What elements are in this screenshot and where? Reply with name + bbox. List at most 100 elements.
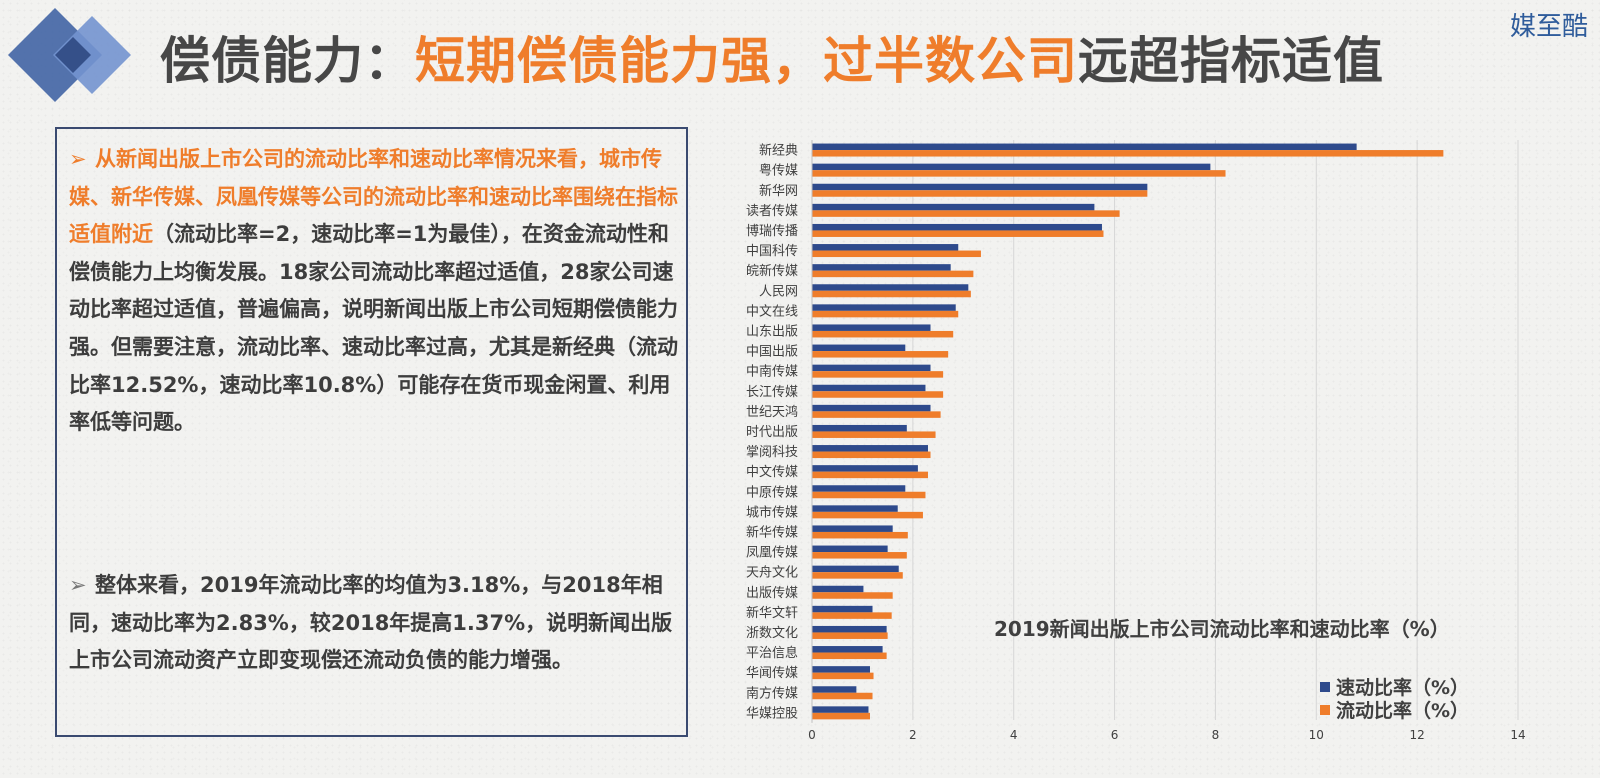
bar-current-ratio	[812, 712, 870, 720]
category-label: 凤凰传媒	[746, 546, 798, 561]
bar-quick-ratio	[812, 203, 1095, 211]
page-title: 偿债能力：短期偿债能力强，过半数公司远超指标适值	[160, 26, 1440, 96]
bar-current-ratio	[812, 612, 892, 619]
bar-current-ratio	[812, 632, 888, 639]
bar-quick-ratio	[812, 424, 907, 432]
bar-current-ratio	[812, 491, 926, 499]
category-label: 长江传媒	[746, 385, 798, 400]
bar-current-ratio	[812, 290, 971, 298]
category-label: 天舟文化	[746, 566, 798, 581]
bar-current-ratio	[812, 451, 931, 459]
bar-quick-ratio	[812, 605, 873, 613]
x-tick-label: 0	[808, 728, 816, 742]
legend-swatch-quick	[1320, 681, 1330, 692]
category-label: 中原传媒	[746, 485, 798, 500]
category-label: 新经典	[759, 143, 798, 159]
category-label: 中文传媒	[746, 465, 798, 480]
bar-quick-ratio	[812, 244, 959, 251]
bullet-2: ➢ 整体来看，2019年流动比率的均值为3.18%，与2018年相同，速动比率为2…	[69, 567, 681, 680]
bar-quick-ratio	[812, 465, 918, 472]
bar-current-ratio	[812, 592, 893, 599]
bar-quick-ratio	[812, 706, 869, 713]
bar-quick-ratio	[812, 686, 857, 693]
category-label: 掌阅科技	[746, 445, 798, 460]
category-label: 皖新传媒	[746, 263, 798, 279]
category-label: 新华网	[759, 183, 798, 199]
category-label: 出版传媒	[746, 586, 798, 601]
category-label: 南方传媒	[746, 685, 798, 701]
bar-current-ratio	[812, 351, 949, 358]
bar-quick-ratio	[812, 585, 864, 593]
category-label: 人民网	[759, 284, 798, 299]
category-label: 粤传媒	[759, 163, 798, 179]
bar-current-ratio	[812, 330, 954, 338]
bar-current-ratio	[812, 250, 981, 258]
legend-item-quick: 速动比率（%）	[1320, 675, 1470, 699]
bar-quick-ratio	[812, 163, 1211, 171]
bar-quick-ratio	[812, 264, 951, 271]
bar-current-ratio	[812, 692, 873, 700]
bar-quick-ratio	[812, 304, 956, 311]
bar-quick-ratio	[812, 364, 931, 372]
logo-diamonds-icon	[8, 8, 131, 102]
chart: 0 2 4 6 8 10 12 14 新经典 粤传媒 新华网 读者传媒 博瑞传播 中国科传 皖新传媒 人民网中…	[700, 120, 1580, 770]
bullet-1: ➢ 从新闻出版上市公司的流动比率和速动比率情况来看，城市传媒、新华传媒、凤凰传媒等…	[69, 141, 681, 442]
bar-quick-ratio	[812, 223, 1102, 231]
legend-label-current: 流动比率（%）	[1336, 700, 1470, 722]
category-label: 博瑞传播	[746, 224, 798, 239]
bar-quick-ratio	[812, 445, 928, 452]
category-label: 华闻传媒	[746, 666, 798, 681]
bar-quick-ratio	[812, 485, 906, 492]
x-tick-label: 4	[1010, 728, 1018, 742]
bar-current-ratio	[812, 552, 907, 559]
bar-current-ratio	[812, 572, 903, 579]
bar-current-ratio	[812, 471, 928, 479]
bar-quick-ratio	[812, 344, 906, 352]
title-highlight: 短期偿债能力强，过半数公司	[415, 32, 1078, 90]
x-tick-label: 10	[1309, 728, 1324, 742]
brand-logo-text: 媒至酷	[1509, 12, 1588, 42]
bullet-1-highlight: 从新闻出版上市公司的流动比率和速动比率情况来看，城市传媒、新华传媒、凤凰传媒等公…	[69, 147, 678, 247]
category-label: 世纪天鸿	[746, 404, 798, 420]
bar-current-ratio	[812, 652, 887, 660]
bullet-arrow-icon: ➢	[69, 147, 87, 171]
bar-current-ratio	[812, 411, 941, 418]
category-label: 华媒控股	[746, 706, 798, 721]
bar-quick-ratio	[812, 525, 893, 532]
x-tick-label: 2	[909, 728, 917, 742]
chart-legend: 速动比率（%） 流动比率（%）	[1320, 675, 1470, 722]
category-label: 平治信息	[746, 645, 798, 661]
bar-quick-ratio	[812, 666, 870, 673]
bar-current-ratio	[812, 391, 944, 398]
bar-chart-svg: 0 2 4 6 8 10 12 14 新经典粤传媒新华网读者传媒博瑞传播中国科传皖新传媒人民网中…	[746, 140, 1526, 742]
bar-current-ratio	[812, 230, 1104, 237]
bar-quick-ratio	[812, 565, 899, 573]
bar-current-ratio	[812, 531, 908, 539]
bar-current-ratio	[812, 371, 944, 378]
category-label: 新华传媒	[746, 524, 798, 540]
bar-quick-ratio	[812, 646, 883, 653]
bar-current-ratio	[812, 150, 1444, 157]
bar-current-ratio	[812, 672, 874, 680]
bar-quick-ratio	[812, 625, 887, 633]
bar-current-ratio	[812, 511, 923, 519]
category-label: 浙数文化	[746, 626, 798, 641]
title-part2: 远超指标适值	[1078, 32, 1384, 90]
bar-quick-ratio	[812, 143, 1357, 151]
bar-current-ratio	[812, 190, 1148, 197]
text-panel: ➢ 从新闻出版上市公司的流动比率和速动比率情况来看，城市传媒、新华传媒、凤凰传媒等…	[55, 127, 688, 737]
bar-current-ratio	[812, 210, 1120, 217]
bar-current-ratio	[812, 431, 936, 438]
x-tick-label: 14	[1510, 728, 1525, 742]
bar-current-ratio	[812, 310, 959, 318]
x-tick-label: 8	[1212, 728, 1220, 742]
category-label: 读者传媒	[746, 204, 798, 219]
bar-quick-ratio	[812, 324, 931, 331]
category-label: 中国出版	[746, 345, 798, 360]
bar-quick-ratio	[812, 183, 1148, 191]
x-tick-label: 6	[1111, 728, 1119, 742]
category-label: 山东出版	[746, 324, 798, 339]
legend-label-quick: 速动比率（%）	[1336, 677, 1470, 699]
category-label: 中南传媒	[746, 364, 798, 380]
category-label: 中国科传	[746, 244, 798, 259]
